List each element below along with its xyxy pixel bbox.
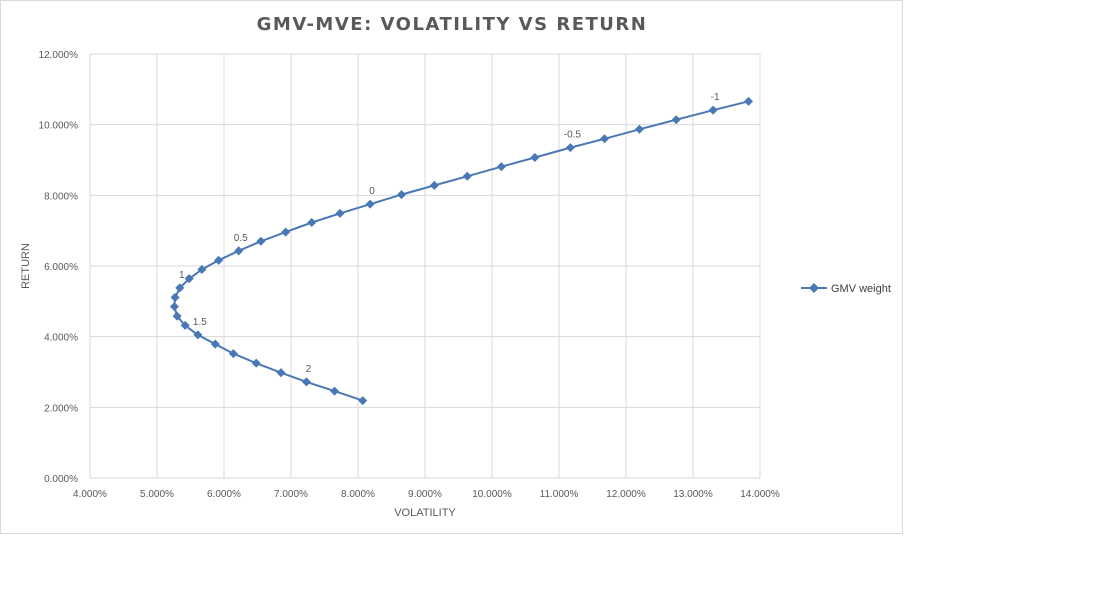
x-tick-label: 10.000% bbox=[472, 489, 512, 500]
x-tick-label: 5.000% bbox=[140, 489, 174, 500]
data-point-marker bbox=[462, 171, 472, 181]
data-label: 0.5 bbox=[234, 233, 248, 244]
x-tick-label: 7.000% bbox=[274, 489, 308, 500]
data-labels: -1 -0.5 0 0.5 1 1.5 2 bbox=[179, 92, 720, 375]
data-label: -1 bbox=[711, 92, 720, 103]
y-tick-label: 8.000% bbox=[44, 191, 78, 202]
data-point-marker bbox=[565, 143, 575, 153]
data-point-marker bbox=[251, 358, 261, 368]
data-point-marker bbox=[281, 227, 291, 237]
series-gmv-weight bbox=[169, 96, 754, 406]
y-tick-label: 6.000% bbox=[44, 262, 78, 273]
data-label: 1 bbox=[179, 270, 185, 281]
y-axis-ticks: 0.000% 2.000% 4.000% 6.000% 8.000% 10.000% 12.… bbox=[39, 50, 79, 485]
chart-area: GMV-MVE: VOLATILITY VS RETURN 4.000% 5.00… bbox=[0, 0, 903, 534]
data-point-marker bbox=[330, 386, 340, 396]
data-point-marker bbox=[600, 134, 610, 144]
data-point-marker bbox=[634, 124, 644, 134]
data-point-marker bbox=[256, 236, 266, 246]
y-tick-label: 12.000% bbox=[39, 50, 79, 61]
data-point-marker bbox=[170, 292, 180, 302]
data-point-marker bbox=[396, 190, 407, 200]
data-point-marker bbox=[210, 339, 220, 349]
data-point-marker bbox=[358, 396, 368, 406]
data-point-marker bbox=[335, 208, 345, 218]
x-tick-label: 8.000% bbox=[341, 489, 375, 500]
legend-label-gmv-weight: GMV weight bbox=[831, 283, 891, 295]
data-point-marker bbox=[276, 368, 286, 378]
data-point-marker bbox=[172, 311, 182, 321]
data-point-marker bbox=[708, 105, 718, 115]
legend: GMV weight bbox=[801, 283, 891, 295]
chart-svg: GMV-MVE: VOLATILITY VS RETURN 4.000% 5.00… bbox=[20, 14, 891, 519]
data-label: 0 bbox=[369, 186, 375, 197]
data-point-marker bbox=[429, 180, 439, 190]
y-tick-label: 4.000% bbox=[44, 333, 78, 344]
y-tick-label: 2.000% bbox=[44, 403, 78, 414]
data-point-marker bbox=[214, 255, 224, 265]
data-point-marker bbox=[530, 152, 540, 163]
data-point-marker bbox=[301, 377, 311, 387]
data-label: 1.5 bbox=[193, 317, 207, 328]
x-tick-label: 4.000% bbox=[73, 489, 107, 500]
x-tick-label: 6.000% bbox=[207, 489, 241, 500]
data-point-marker bbox=[228, 349, 238, 359]
x-axis-label: VOLATILITY bbox=[394, 507, 456, 519]
x-tick-label: 9.000% bbox=[408, 489, 442, 500]
data-point-marker bbox=[671, 115, 681, 125]
series-line bbox=[173, 100, 749, 402]
y-tick-label: 10.000% bbox=[39, 121, 79, 132]
y-tick-label: 0.000% bbox=[44, 474, 78, 485]
data-point-marker bbox=[234, 246, 244, 256]
data-point-marker bbox=[744, 96, 754, 106]
data-point-marker bbox=[169, 302, 179, 312]
x-axis-ticks: 4.000% 5.000% 6.000% 7.000% 8.000% 9.000% 10.0… bbox=[73, 489, 780, 500]
data-label: 2 bbox=[306, 364, 312, 375]
data-label: -0.5 bbox=[564, 130, 582, 141]
x-tick-label: 13.000% bbox=[673, 489, 713, 500]
grid-lines bbox=[89, 53, 761, 479]
legend-marker-icon bbox=[809, 283, 819, 293]
x-tick-label: 11.000% bbox=[540, 489, 579, 500]
x-tick-label: 14.000% bbox=[740, 489, 780, 500]
data-point-marker bbox=[365, 199, 375, 209]
data-point-marker bbox=[307, 217, 317, 228]
data-point-marker bbox=[496, 162, 506, 172]
data-point-marker bbox=[193, 330, 203, 340]
x-tick-label: 12.000% bbox=[606, 489, 646, 500]
chart-title: GMV-MVE: VOLATILITY VS RETURN bbox=[257, 14, 648, 35]
y-axis-label: RETURN bbox=[20, 243, 32, 289]
